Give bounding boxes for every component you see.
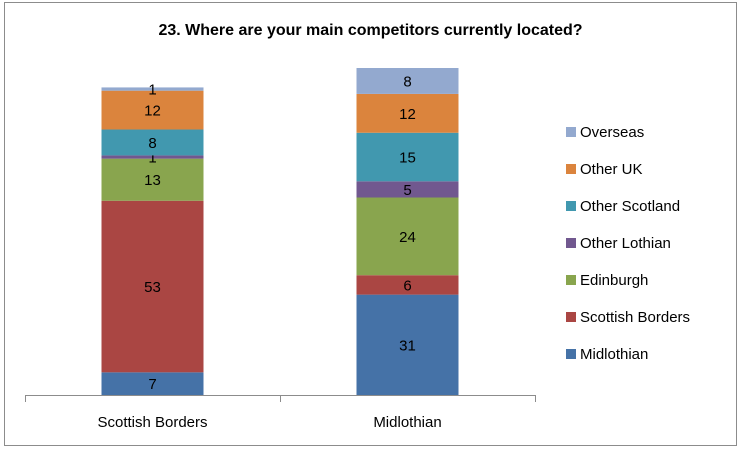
data-label-6-0: 1 (148, 82, 156, 99)
legend-item: Other Lothian (566, 235, 736, 272)
data-label-5-0: 12 (144, 103, 161, 120)
legend-label: Other Lothian (580, 235, 671, 252)
bar-segment-0-0 (101, 372, 204, 395)
bar-segment-5-0 (101, 90, 204, 130)
data-label-4-1: 15 (399, 150, 416, 167)
bar-segment-6-0 (101, 87, 204, 91)
bar-segment-4-1 (356, 132, 459, 182)
legend-label: Scottish Borders (580, 309, 691, 326)
legend-label: Other Scotland (580, 198, 681, 215)
data-label-1-0: 53 (144, 279, 161, 296)
bar-segment-3-0 (101, 155, 204, 159)
legend-item: Overseas (566, 124, 736, 161)
bar-segment-0-1 (356, 294, 459, 395)
legend-swatch (566, 312, 576, 322)
x-tick-label-0: Scottish Borders (97, 414, 207, 431)
legend-swatch (566, 164, 576, 174)
bar-segment-1-0 (101, 200, 204, 373)
legend-label: Other UK (580, 161, 643, 178)
chart-title: 23. Where are your main competitors curr… (158, 22, 583, 39)
legend-item: Midlothian (566, 346, 736, 383)
x-tick-label-1: Midlothian (373, 414, 441, 431)
legend-item: Edinburgh (566, 272, 736, 309)
data-label-0-0: 7 (148, 376, 156, 393)
data-label-1-1: 6 (403, 277, 411, 294)
legend-swatch (566, 275, 576, 285)
data-label-3-1: 5 (403, 182, 411, 199)
legend-item: Scottish Borders (566, 309, 736, 346)
data-label-2-1: 24 (399, 229, 416, 246)
legend-swatch (566, 201, 576, 211)
legend-item: Other UK (566, 161, 736, 198)
bar-segment-1-1 (356, 275, 459, 295)
legend-swatch (566, 127, 576, 137)
data-label-2-0: 13 (144, 172, 161, 189)
legend-swatch (566, 238, 576, 248)
bar-segment-5-1 (356, 93, 459, 133)
legend-label: Edinburgh (580, 272, 649, 289)
data-label-3-0: 1 (148, 150, 156, 167)
bar-segment-2-0 (101, 158, 204, 201)
legend: Overseas Other UK Other Scotland Other Loth… (566, 124, 736, 383)
bar-segment-6-1 (356, 68, 459, 94)
data-label-4-0: 8 (148, 135, 156, 152)
legend-swatch (566, 349, 576, 359)
bar-segment-3-1 (356, 181, 459, 198)
legend-label: Overseas (580, 124, 645, 141)
bar-segment-2-1 (356, 197, 459, 276)
legend-item: Other Scotland (566, 198, 736, 235)
data-label-5-1: 12 (399, 106, 416, 123)
bar-segment-4-0 (101, 129, 204, 156)
data-label-6-1: 8 (403, 73, 411, 90)
data-label-0-1: 31 (399, 337, 416, 354)
legend-label: Midlothian (580, 346, 649, 363)
